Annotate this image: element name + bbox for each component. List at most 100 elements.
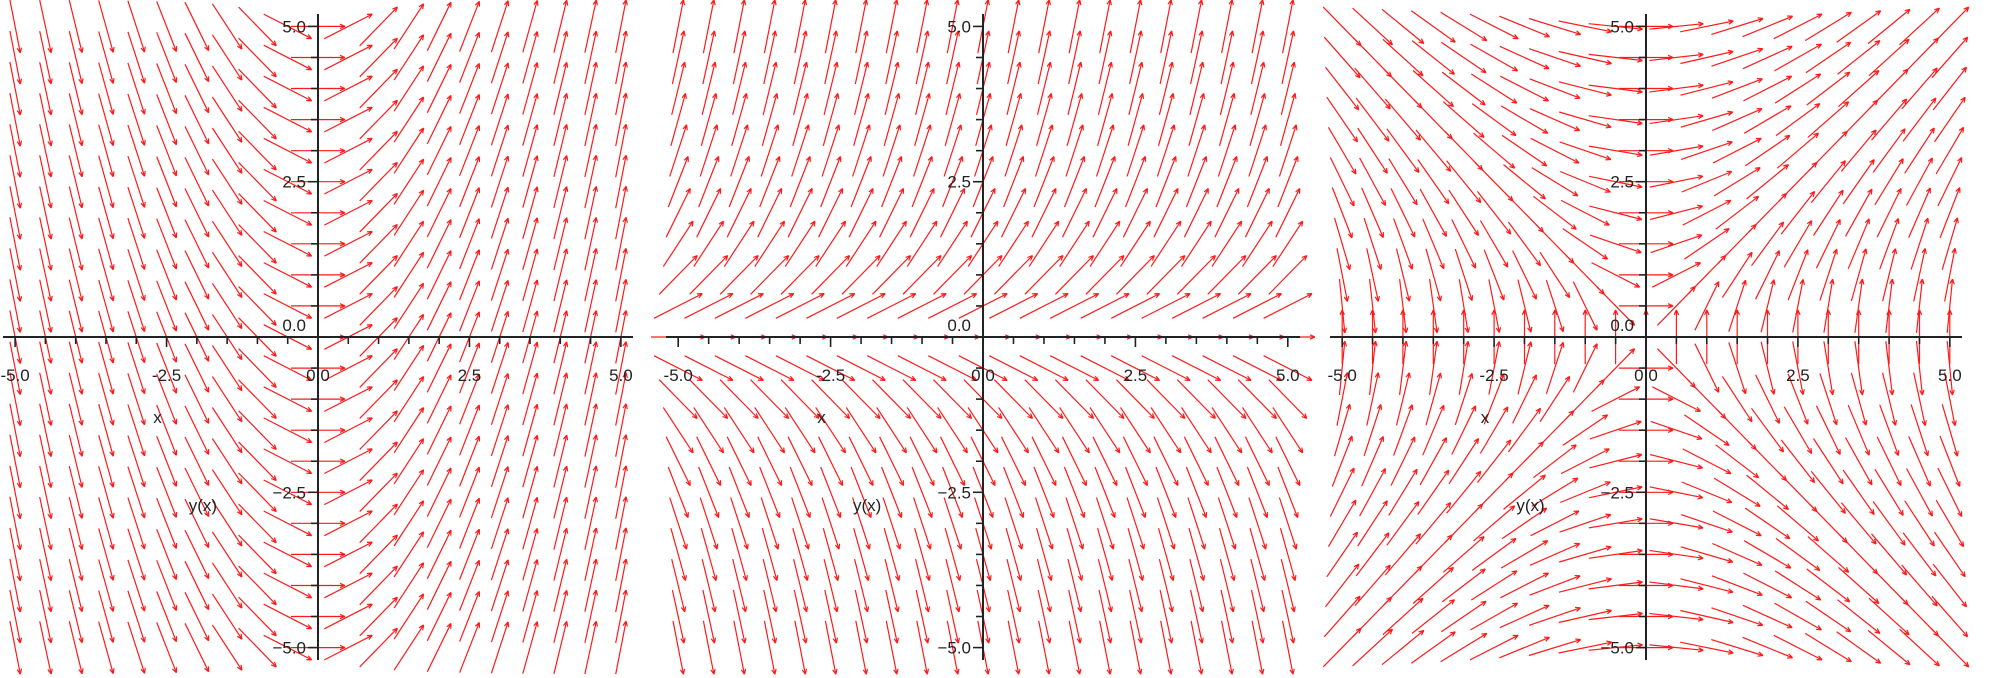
field-arrow (68, 31, 84, 85)
field-arrow (1904, 127, 1935, 174)
field-arrow (762, 558, 778, 613)
field-arrow (1363, 217, 1383, 270)
field-arrow (1680, 110, 1734, 128)
field-arrow (1006, 558, 1022, 613)
field-arrow (1156, 497, 1176, 550)
field-arrow (1095, 497, 1115, 550)
field-arrow (459, 621, 481, 673)
field-arrow (127, 621, 146, 674)
field-arrow (1503, 164, 1546, 200)
field-arrow (700, 93, 718, 146)
field-arrow (883, 528, 901, 581)
field-arrow (1775, 537, 1821, 571)
field-arrow (1533, 195, 1577, 230)
field-arrow (1682, 448, 1732, 475)
field-arrow (1129, 30, 1143, 85)
field-arrow (1559, 513, 1612, 533)
field-arrow (211, 593, 243, 640)
field-arrow (127, 0, 146, 53)
field-arrow (942, 466, 964, 519)
field-arrow (1272, 407, 1304, 454)
field-arrow (553, 527, 569, 581)
field-arrow (1190, 620, 1204, 675)
field-arrow (98, 186, 115, 240)
field-arrow (393, 624, 425, 671)
field-arrow (1369, 340, 1378, 396)
field-arrow (393, 127, 425, 174)
field-arrow (1501, 134, 1548, 167)
field-arrow (522, 528, 539, 581)
field-arrow (906, 220, 938, 267)
field-arrow (653, 293, 703, 319)
field-arrow (1776, 132, 1820, 169)
field-arrow (1031, 187, 1057, 238)
field-arrow (1399, 340, 1409, 395)
field-arrow (1711, 17, 1764, 35)
x-tick-label: 2.5 (1124, 366, 1148, 385)
field-arrow (9, 186, 23, 240)
field-arrow (1211, 220, 1243, 267)
field-arrow (1153, 436, 1179, 487)
field-arrow (662, 407, 694, 454)
field-arrow (238, 6, 277, 47)
field-arrow (1882, 372, 1898, 426)
field-arrow (1530, 510, 1580, 537)
field-arrow (584, 279, 598, 333)
field-arrow (238, 192, 277, 233)
field-arrow (1588, 579, 1643, 590)
field-arrow (1742, 15, 1794, 38)
field-arrow (184, 374, 210, 424)
field-arrow (855, 620, 869, 675)
field-arrow (184, 529, 210, 580)
field-arrow (1562, 228, 1609, 260)
field-arrow (9, 620, 23, 675)
field-arrow (1589, 234, 1642, 254)
field-arrow (1054, 254, 1095, 295)
field-arrow (944, 528, 962, 581)
field-arrow (1099, 620, 1112, 675)
field-arrow (1059, 220, 1090, 267)
field-arrow (553, 403, 569, 457)
field-arrow (324, 262, 373, 288)
field-arrow (584, 434, 598, 488)
y-tick-label: 5.0 (947, 17, 971, 36)
field-arrow (915, 30, 930, 85)
field-arrow (1680, 609, 1734, 625)
field-arrow (1844, 188, 1873, 237)
field-arrow (1649, 144, 1704, 156)
field-arrow (671, 30, 686, 85)
field-arrow (1787, 249, 1809, 301)
field-arrow (211, 345, 243, 392)
field-arrow (211, 531, 243, 578)
field-arrow (672, 620, 686, 675)
field-arrow (698, 466, 720, 519)
field-arrow (823, 61, 839, 116)
field-arrow (211, 469, 243, 516)
field-arrow (854, 30, 869, 85)
field-arrow (1359, 468, 1387, 517)
field-arrow (522, 279, 539, 333)
field-arrow (615, 279, 628, 333)
field-arrow (1471, 537, 1517, 571)
field-arrow (324, 13, 373, 40)
field-arrow (1395, 248, 1411, 302)
field-arrow (1382, 597, 1424, 636)
field-arrow (1649, 612, 1704, 622)
field-arrow (1774, 602, 1822, 631)
field-arrow (9, 61, 23, 116)
field-arrow (459, 497, 481, 549)
field-arrow (426, 219, 452, 269)
field-arrow (733, 620, 747, 675)
field-arrow (426, 188, 452, 238)
field-arrow (1250, 589, 1265, 644)
field-arrow (1425, 248, 1442, 302)
field-arrow (1904, 500, 1935, 547)
field-arrow (945, 558, 961, 613)
field-arrow (702, 30, 717, 85)
field-arrow (1558, 608, 1612, 624)
field-arrow (1871, 98, 1908, 141)
field-arrow (359, 192, 398, 233)
field-arrow (490, 186, 510, 239)
field-arrow (9, 372, 23, 426)
field-arrow (615, 185, 628, 240)
